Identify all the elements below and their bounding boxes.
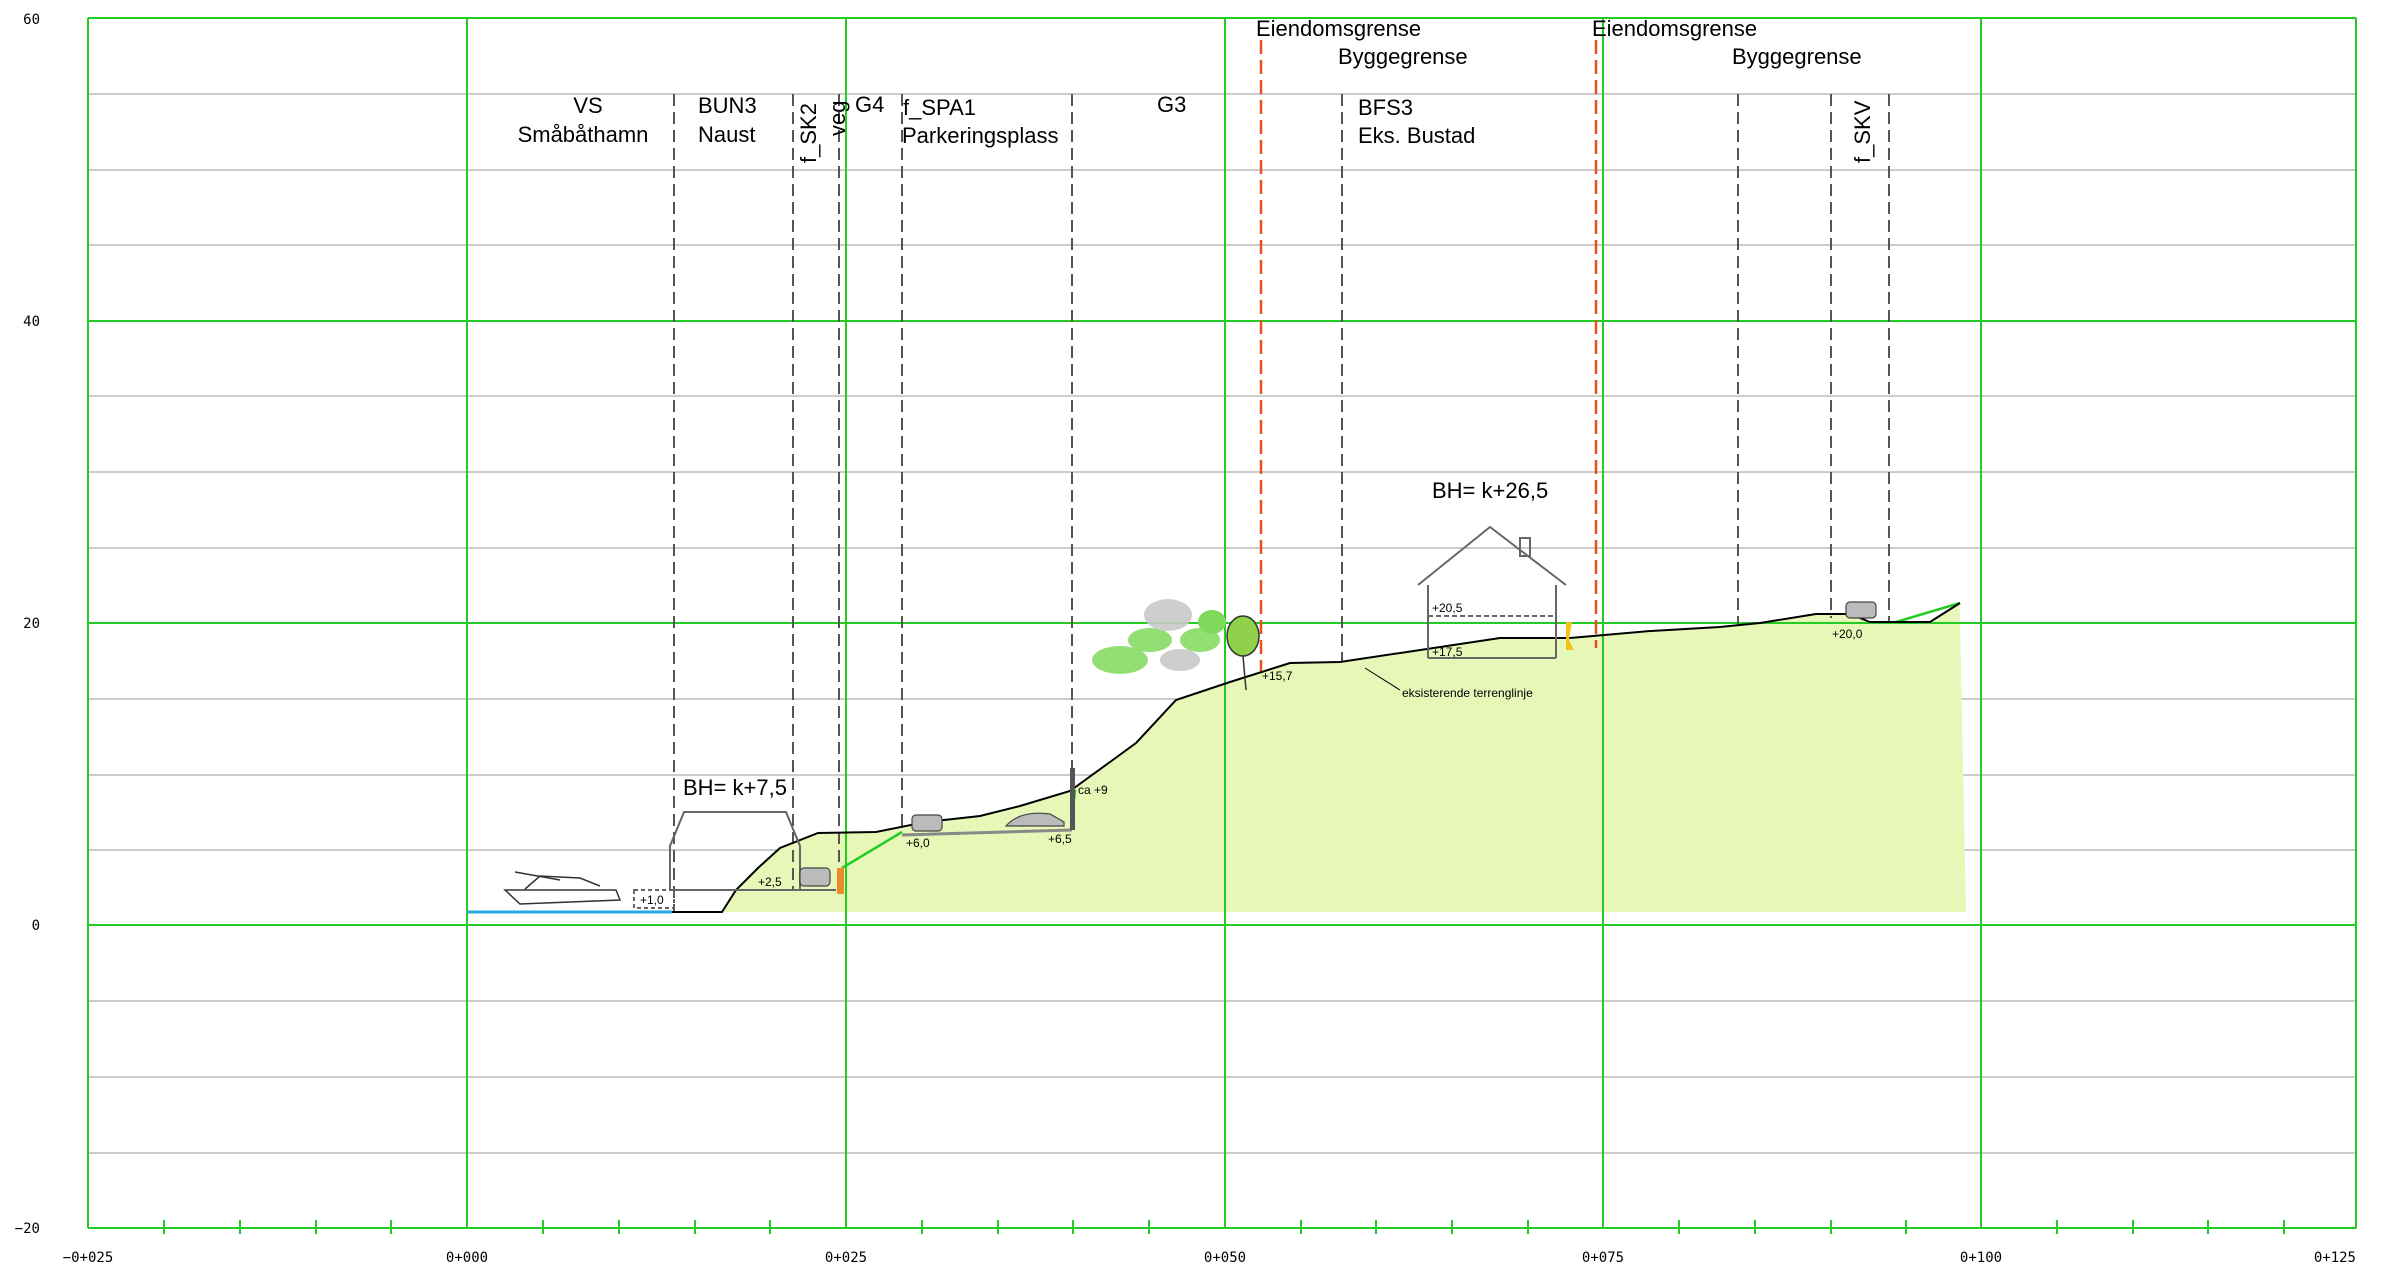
x-tick-label: 0+000 [446,1250,488,1266]
level-label: +20,5 [1432,601,1463,615]
y-tick-label: 60 [23,12,40,28]
zone-labels: VS Småbåthamn BUN3 Naust f_SK2 veg G4 f_… [518,92,1875,163]
level-label: +17,5 [1432,645,1463,659]
y-tick-label: −20 [15,1221,40,1237]
y-tick-label: 20 [23,616,40,632]
level-label: +15,7 [1262,669,1293,683]
wall-marker [1566,622,1574,650]
y-axis-labels: 60 40 20 0 −20 [15,12,40,1237]
zone-label: Naust [698,122,755,147]
boat-icon [503,871,622,905]
x-tick-label: −0+025 [63,1250,114,1266]
zone-label: Småbåthamn [518,122,649,147]
zone-label: BFS3 [1358,95,1413,120]
naust-height-label: BH= k+7,5 [683,775,787,800]
terrain-label: eksisterende terrenglinje [1402,686,1533,700]
house-height-label: BH= k+26,5 [1432,478,1548,503]
level-labels: +1,0 +2,5 +6,0 +6,5 ca +9 +15,7 +20,5 +1… [640,601,1863,907]
level-label: ca +9 [1078,783,1108,797]
major-gridlines [87,17,2357,1229]
x-tick-label: 0+125 [2314,1250,2356,1266]
x-tick-marks [163,1220,2285,1234]
zone-label: BUN3 [698,93,757,118]
car-icon [799,601,1877,887]
boundary-labels: Eiendomsgrense Byggegrense Eiendomsgrens… [1256,16,1862,69]
zone-label: G4 [855,92,884,117]
zone-label: VS [573,93,602,118]
boundary-label: Eiendomsgrense [1256,16,1421,41]
y-tick-label: 0 [32,918,40,934]
zone-label: G3 [1157,92,1186,117]
x-tick-label: 0+050 [1204,1250,1246,1266]
retaining-wall [1070,768,1075,830]
boundary-label: Byggegrense [1338,44,1468,69]
x-tick-label: 0+075 [1582,1250,1624,1266]
terrain-leader-line [1364,667,1401,691]
tree-icon [1092,599,1260,691]
property-lines [1259,40,1598,672]
y-tick-label: 40 [23,314,40,330]
zone-label: f_SKV [1850,100,1875,163]
level-label: +1,0 [640,893,664,907]
level-label: +6,5 [1048,832,1072,846]
existing-terrain-line [672,602,1961,913]
level-label: +20,0 [1832,627,1863,641]
x-tick-label: 0+100 [1960,1250,2002,1266]
zone-label: f_SK2 [796,103,821,163]
level-label: +6,0 [906,836,930,850]
zone-label: f_SPA1 [903,95,976,120]
zone-boundaries [673,94,1890,912]
terrain-fill [672,603,1966,912]
x-tick-label: 0+025 [825,1250,867,1266]
boundary-label: Byggegrense [1732,44,1862,69]
boundary-label: Eiendomsgrense [1592,16,1757,41]
house [1417,525,1567,659]
level-label: +2,5 [758,875,782,889]
parking-surface [901,828,1073,837]
retaining-wall [837,868,844,894]
zone-label: Eks. Bustad [1358,123,1475,148]
zone-label: Parkeringsplass [902,123,1059,148]
zone-label: veg [825,101,850,136]
x-axis-labels: −0+025 0+000 0+025 0+050 0+075 0+100 0+1… [63,1250,2356,1266]
boathouse [633,811,836,909]
